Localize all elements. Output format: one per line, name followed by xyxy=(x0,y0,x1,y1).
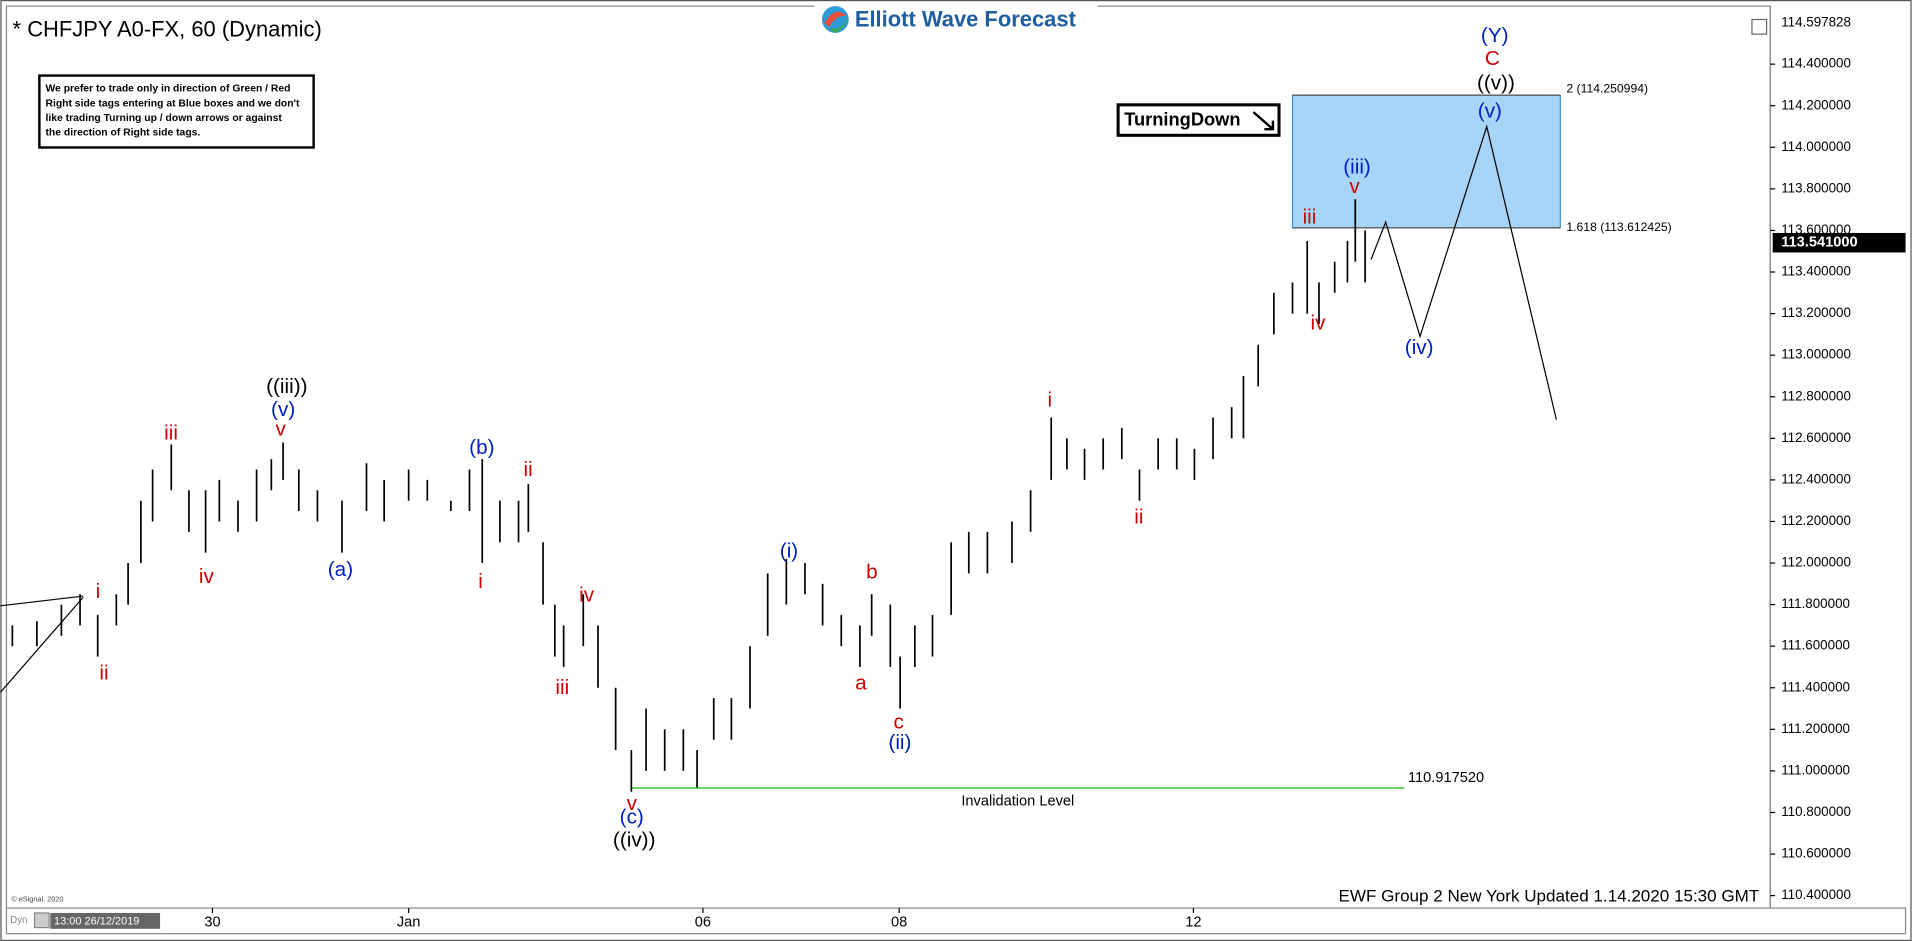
fib-label: 2 (114.250994) xyxy=(1566,81,1648,95)
wave-label: i xyxy=(96,580,101,603)
logo-icon xyxy=(829,17,848,33)
wave-label: iv xyxy=(199,565,215,588)
logo-text: Elliott Wave Forecast xyxy=(855,7,1077,32)
wave-label: c xyxy=(894,710,904,733)
wave-label: (ii) xyxy=(888,731,911,754)
y-tick-label: 113.400000 xyxy=(1781,264,1851,279)
note-line: Right side tags entering at Blue boxes a… xyxy=(45,98,300,109)
x-tick-label: 08 xyxy=(891,915,907,931)
wave-label: (b) xyxy=(469,436,494,459)
wedge-line xyxy=(0,596,84,693)
cursor-time: 13:00 26/12/2019 xyxy=(54,915,139,927)
wave-label: iii xyxy=(555,676,569,699)
wave-label: v xyxy=(627,792,638,815)
wave-label: ii xyxy=(99,662,108,685)
y-tick-label: 113.000000 xyxy=(1781,347,1851,362)
y-tick-label: 113.200000 xyxy=(1781,305,1851,320)
wave-label: C xyxy=(1485,47,1500,70)
y-tick-label: 111.000000 xyxy=(1781,762,1850,777)
fib-label: 1.618 (113.612425) xyxy=(1566,220,1671,234)
wave-label: (c) xyxy=(620,805,644,828)
wave-label: (iv) xyxy=(1405,336,1434,359)
invalidation-value: 110.917520 xyxy=(1408,770,1484,786)
cursor-label: Dyn xyxy=(10,915,27,926)
time-axis xyxy=(5,907,1907,935)
wave-label: (iii) xyxy=(1343,156,1371,179)
wedge-line xyxy=(0,595,84,607)
y-tick-label: 114.000000 xyxy=(1781,139,1851,154)
y-tick-label: 110.400000 xyxy=(1781,887,1851,902)
high-price-label: 114.597828 xyxy=(1781,15,1851,30)
y-tick-label: 113.800000 xyxy=(1781,180,1851,195)
wave-label: v xyxy=(276,418,287,441)
x-tick-label: 30 xyxy=(204,915,220,931)
y-tick-label: 112.400000 xyxy=(1781,471,1851,486)
high-price-tag xyxy=(1772,14,1905,32)
note-box xyxy=(38,74,315,149)
y-tick-label: 114.200000 xyxy=(1781,97,1851,112)
wave-label: ii xyxy=(1134,506,1143,529)
wave-label: i xyxy=(478,570,483,593)
projection-path xyxy=(1370,124,1557,420)
y-tick-label: 112.600000 xyxy=(1781,430,1851,445)
x-tick-label: Jan xyxy=(397,915,421,931)
wave-label: ((iv)) xyxy=(613,829,656,852)
signal-arrow xyxy=(1252,111,1275,131)
y-tick-label: 110.600000 xyxy=(1781,846,1851,861)
wave-label: (a) xyxy=(328,558,353,581)
invalidation-label: Invalidation Level xyxy=(961,793,1074,809)
chart-title: * CHFJPY A0-FX, 60 (Dynamic) xyxy=(13,16,322,41)
last-price-tag xyxy=(1772,232,1906,253)
y-tick-label: 111.400000 xyxy=(1781,679,1850,694)
layer: 110.400000 110.600000 110.800000 111.000000… xyxy=(11,14,1906,931)
y-tick-label: 112.000000 xyxy=(1781,555,1851,570)
wave-label: ((v)) xyxy=(1477,72,1515,95)
x-tick-label: 12 xyxy=(1185,915,1201,931)
wave-label: a xyxy=(855,671,867,694)
y-tick-label: 112.200000 xyxy=(1781,513,1851,528)
wave-label: iv xyxy=(579,584,595,607)
wave-label: b xyxy=(866,560,878,583)
wave-label: iii xyxy=(164,421,178,444)
cursor-time-box xyxy=(50,912,161,929)
wave-label: (Y) xyxy=(1481,24,1509,47)
last-price-label: 113.541000 xyxy=(1781,235,1857,251)
cursor-icon xyxy=(33,912,50,929)
y-tick-label: 111.800000 xyxy=(1781,596,1850,611)
wave-label: (i) xyxy=(780,540,798,563)
window-button[interactable] xyxy=(1751,18,1768,35)
note-line: We prefer to trade only in direction of … xyxy=(45,84,290,95)
x-tick-label: 06 xyxy=(695,915,711,931)
y-tick-label: 110.800000 xyxy=(1781,804,1851,819)
wave-label: i xyxy=(1048,388,1053,411)
note-line: the direction of Right side tags. xyxy=(45,128,200,139)
logo-box xyxy=(814,2,1098,37)
signal-box xyxy=(1116,103,1281,137)
wave-label: (v) xyxy=(271,398,295,421)
wave-label: (v) xyxy=(1478,100,1502,123)
logo-icon xyxy=(824,11,847,27)
footer: EWF Group 2 New York Updated 1.14.2020 1… xyxy=(1339,887,1760,906)
wave-label: iii xyxy=(1303,206,1317,229)
y-tick-label: 111.600000 xyxy=(1781,638,1850,653)
y-tick-label: 111.200000 xyxy=(1781,721,1850,736)
y-tick-label: 112.800000 xyxy=(1781,388,1851,403)
target-box xyxy=(1291,94,1561,229)
wave-label: v xyxy=(1349,175,1360,198)
wave-label: ii xyxy=(524,458,533,481)
signal-text: TurningDown xyxy=(1124,109,1240,130)
y-tick-label: 114.400000 xyxy=(1781,56,1851,71)
wave-label: iv xyxy=(1311,312,1327,335)
copyright: © eSignal, 2020 xyxy=(11,894,63,903)
note-line: like trading Turning up / down arrows or… xyxy=(45,113,282,124)
wave-label: ((iii)) xyxy=(266,375,307,398)
